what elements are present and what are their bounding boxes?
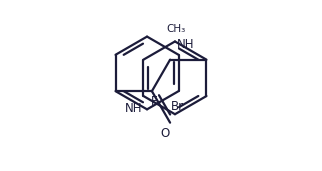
Text: O: O [161, 127, 170, 140]
Text: Br: Br [171, 100, 184, 113]
Text: F: F [150, 95, 157, 108]
Text: NH: NH [176, 38, 194, 51]
Text: NH: NH [125, 102, 142, 115]
Text: CH₃: CH₃ [166, 24, 186, 34]
